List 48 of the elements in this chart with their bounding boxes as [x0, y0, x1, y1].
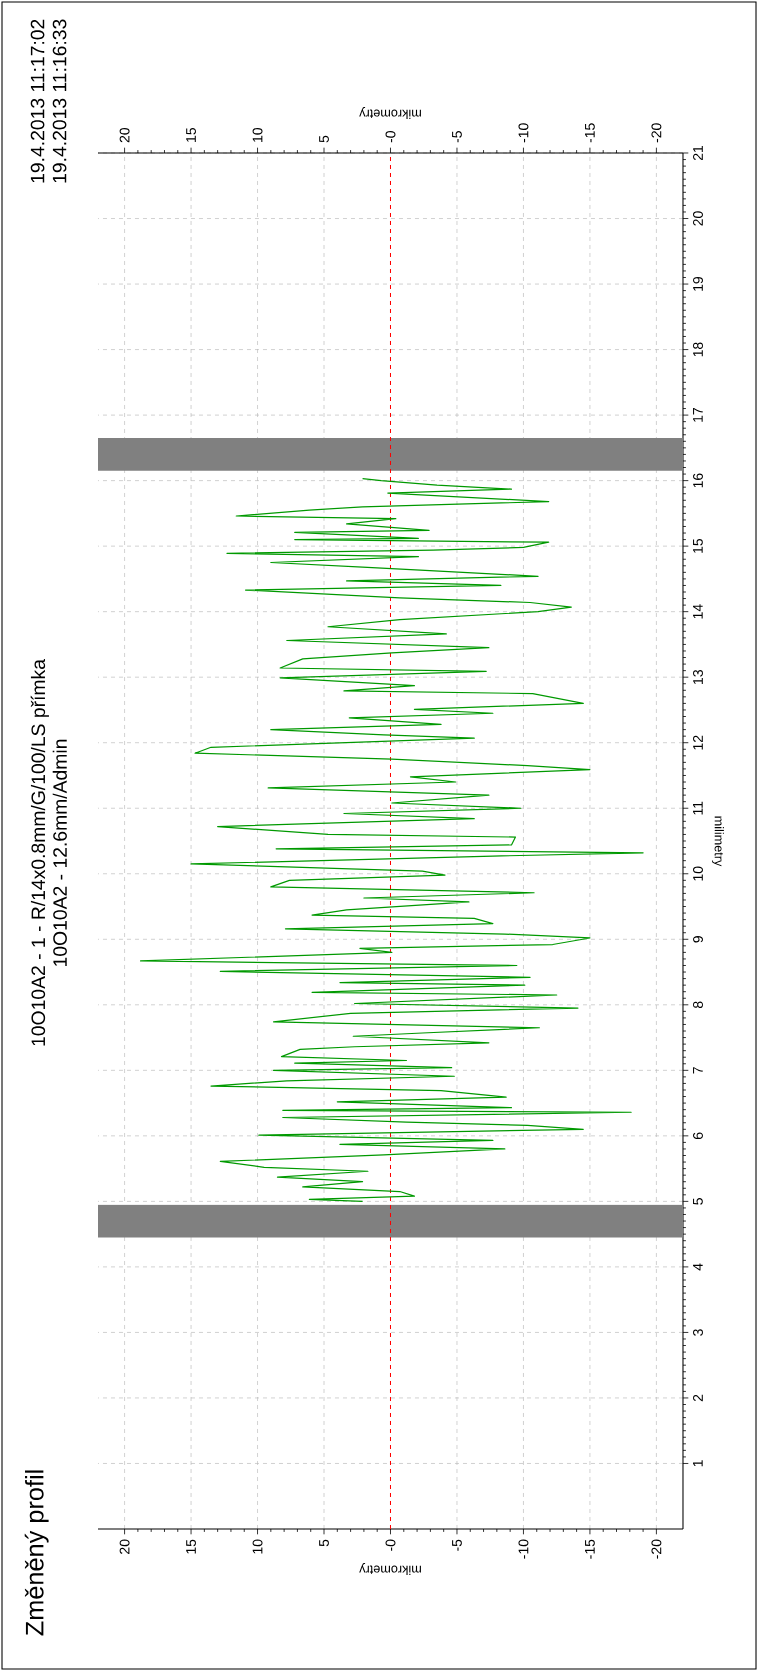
y-tick-label: 18: [693, 342, 703, 357]
x-tick-label: 10: [252, 1539, 263, 1554]
x-tick-label: 20: [119, 1539, 130, 1554]
x-tick-label: -20: [651, 1539, 662, 1559]
y-tick-label: 21: [693, 145, 703, 161]
x2-tick-label: -10: [518, 123, 529, 143]
y-tick-label: 16: [693, 473, 703, 488]
y-tick-label: 11: [693, 801, 703, 815]
y-tick-label: 9: [693, 936, 703, 943]
x-tick-label: -10: [518, 1539, 529, 1559]
x2-tick-label: -0: [385, 131, 396, 143]
x-axis-title: mikrometry: [359, 1563, 421, 1575]
y-tick-label: 4: [693, 1263, 703, 1271]
x2-tick-label: -20: [651, 123, 662, 143]
text: 19.4.2013 11:16:33: [52, 19, 67, 183]
y-tick-label: 13: [693, 670, 703, 684]
y-tick-label: 12: [693, 735, 703, 750]
line-series: [139, 478, 644, 1202]
y-axis-title: milimetry: [712, 816, 724, 867]
y-tick-label: 19: [693, 276, 703, 291]
y-tick-label: 5: [693, 1198, 703, 1205]
x-tick-label: 15: [186, 1539, 196, 1554]
y-tick-label: 8: [693, 1001, 703, 1009]
y-tick-label: 14: [693, 604, 703, 619]
text: 19.4.2013 11:17:02: [30, 19, 45, 183]
y-tick-label: 10: [693, 866, 703, 881]
y-tick-label: 7: [693, 1067, 703, 1074]
text: 10O10A2 - 12.6mm/Admin: [52, 739, 67, 966]
x2-tick-label: -5: [452, 131, 462, 143]
x-tick-label: 5: [319, 1539, 329, 1547]
x-tick-label: -15: [585, 1539, 595, 1559]
x2-tick-label: 10: [252, 127, 263, 142]
x2-tick-label: 20: [119, 127, 130, 143]
y-tick-label: 15: [693, 538, 703, 553]
x2-tick-label: 15: [186, 127, 196, 142]
y-tick-label: 1: [693, 1460, 703, 1467]
y-tick-label: 17: [693, 408, 703, 422]
text: Změněný profil: [24, 1470, 49, 1636]
x2-tick-label: -15: [585, 123, 595, 143]
y-tick-label: 20: [693, 211, 703, 226]
text: 10O10A2 - 1 - R/14x0.8mm/G/100/LS přímka: [30, 659, 49, 1046]
x-tick-label: -0: [385, 1539, 396, 1551]
y-tick-label: 3: [693, 1329, 703, 1336]
y-tick-label: 2: [693, 1394, 703, 1402]
x2-axis-title: mikrometry: [359, 107, 421, 119]
x-tick-label: -5: [452, 1539, 462, 1551]
y-tick-label: 6: [693, 1132, 703, 1140]
x2-tick-label: 5: [319, 135, 329, 143]
